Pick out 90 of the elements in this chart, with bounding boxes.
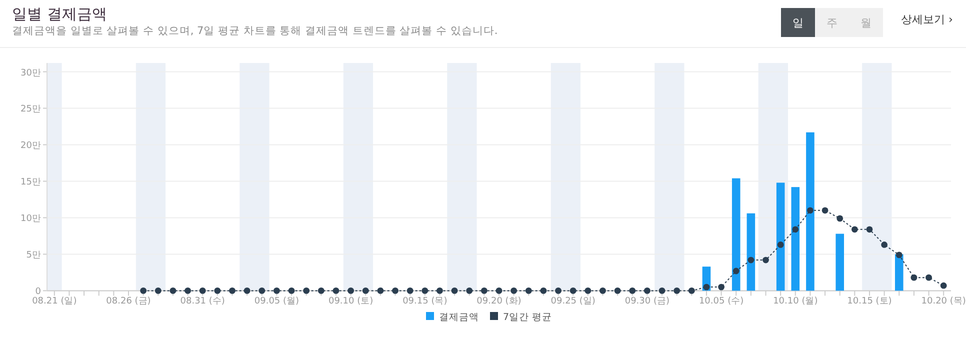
point (377, 288, 384, 294)
x-tick-label: 09.15 (목) (402, 296, 448, 307)
point (348, 288, 354, 294)
point (732, 268, 740, 274)
point (926, 274, 932, 281)
y-tick-label: 20만 (20, 141, 41, 152)
point (303, 288, 310, 294)
point (584, 288, 592, 294)
point (703, 284, 710, 290)
point (258, 288, 266, 294)
point (466, 288, 473, 294)
point (614, 288, 621, 294)
subtitle: 결제금액을 일별로 살펴볼 수 있으며, 7일 평균 차트를 통해 결제금액 트렌드를 살펴볼 수 있습니다. (12, 25, 498, 37)
point (570, 288, 576, 294)
point (881, 242, 888, 248)
x-tick-label: 10.20 (목) (921, 296, 966, 307)
point (910, 274, 918, 281)
point (140, 288, 147, 294)
y-tick-label: 15만 (20, 178, 41, 188)
bar (746, 213, 756, 291)
x-tick-label: 08.21 (일) (32, 296, 77, 307)
legend-label: 결제금액 (439, 312, 479, 323)
point (480, 288, 488, 294)
y-tick-label: 25만 (20, 104, 41, 115)
x-tick-label: 09.05 (월) (254, 296, 300, 307)
point (229, 288, 236, 294)
point (644, 288, 650, 294)
point (214, 288, 221, 294)
bar (732, 178, 740, 291)
point (436, 288, 443, 294)
point (332, 288, 340, 294)
point (451, 288, 458, 294)
point (836, 215, 844, 222)
x-tick-label: 09.25 (일) (550, 296, 596, 307)
point (288, 288, 295, 294)
point (392, 288, 398, 294)
point (748, 256, 754, 264)
point (274, 288, 280, 294)
point (406, 288, 414, 294)
point (866, 226, 873, 233)
x-tick-label: 09.10 (토) (328, 296, 374, 307)
point (896, 252, 902, 258)
point (688, 288, 695, 294)
point (362, 288, 369, 294)
point (777, 242, 784, 248)
point (525, 288, 532, 294)
point (422, 288, 428, 294)
point (600, 288, 606, 294)
y-tick-label: 10만 (20, 214, 41, 224)
point (851, 226, 858, 233)
x-tick-label: 08.31 (수) (180, 296, 225, 307)
point (510, 288, 518, 294)
button: 일 (781, 8, 815, 37)
point (184, 288, 191, 294)
y-tick-label: 0 (35, 287, 42, 298)
point (199, 288, 206, 294)
title: 일별 결제금액 (12, 5, 107, 23)
point (154, 288, 162, 294)
x-tick-label: 10.15 (토) (847, 296, 892, 307)
x-tick-label: 09.20 (화) (476, 296, 522, 307)
bar (806, 132, 814, 291)
bar (776, 182, 785, 291)
bar (836, 234, 844, 291)
point (540, 288, 547, 294)
point (792, 226, 799, 233)
point (807, 207, 814, 214)
point (940, 282, 947, 289)
text: 상세보기 › (901, 13, 953, 26)
button: 주 (815, 8, 849, 37)
legend-label: 7일간 평균 (503, 312, 552, 323)
point (658, 288, 666, 294)
point (674, 288, 680, 294)
x-tick-label: 10.05 (수) (698, 296, 744, 307)
x-tick-label: 10.10 (월) (773, 296, 818, 307)
point (318, 288, 324, 294)
x-tick-label: 09.30 (금) (624, 296, 670, 307)
x-tick-label: 08.26 (금) (106, 296, 151, 307)
point (244, 288, 250, 294)
button: 월 (849, 8, 883, 37)
point (822, 207, 828, 214)
point (629, 288, 636, 294)
bar (791, 187, 800, 291)
point (762, 256, 769, 264)
point (555, 288, 562, 294)
y-tick-label: 30만 (20, 68, 41, 78)
point (496, 288, 502, 294)
y-tick-label: 5만 (26, 250, 41, 261)
point (718, 284, 724, 290)
point (170, 288, 176, 294)
bar (894, 254, 904, 291)
